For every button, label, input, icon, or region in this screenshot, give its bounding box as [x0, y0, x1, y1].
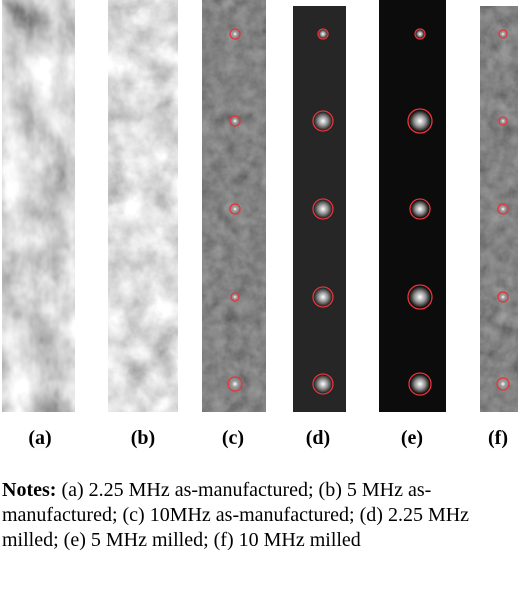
glow	[498, 204, 508, 214]
glow	[314, 375, 332, 393]
marker-ring	[312, 373, 334, 395]
marker-ring	[229, 115, 241, 127]
marker-ring	[407, 108, 433, 134]
panel-label: (b)	[131, 427, 155, 449]
glow	[230, 204, 240, 214]
glow	[314, 288, 332, 306]
panel-label: (f)	[488, 427, 508, 449]
panel-label: (e)	[401, 427, 423, 449]
marker-ring	[229, 203, 241, 215]
glow	[410, 374, 430, 394]
glow	[415, 29, 425, 39]
marker-ring	[407, 284, 433, 310]
marker-ring	[414, 28, 426, 40]
marker-ring	[312, 110, 334, 132]
glow	[499, 30, 507, 38]
glow	[409, 286, 431, 308]
glow	[228, 377, 242, 391]
glow	[230, 29, 240, 39]
notes-text: (a) 2.25 MHz as-manufactured; (b) 5 MHz …	[2, 479, 470, 551]
glow	[314, 112, 332, 130]
panel-label: (d)	[306, 427, 330, 449]
marker-ring	[496, 377, 510, 391]
glow	[499, 117, 507, 125]
marker-ring	[409, 198, 431, 220]
marker-ring	[497, 203, 509, 215]
panel-labels: (a) (b) (c) (d) (e) (f)	[28, 427, 508, 449]
panel-label: (a)	[28, 427, 51, 449]
marker-ring	[229, 28, 241, 40]
marker-ring	[498, 29, 508, 39]
glow	[231, 293, 239, 301]
defect-markers	[227, 28, 510, 396]
glow	[498, 292, 508, 302]
notes: Notes: (a) 2.25 MHz as-manufactured; (b)…	[2, 478, 514, 553]
marker-ring	[312, 198, 334, 220]
glow	[409, 110, 431, 132]
notes-heading: Notes:	[2, 479, 57, 501]
strip-a	[2, 0, 75, 412]
glow	[411, 200, 429, 218]
marker-ring	[230, 292, 240, 302]
marker-ring	[497, 291, 509, 303]
marker-ring	[498, 116, 508, 126]
glow	[318, 29, 328, 39]
marker-ring	[317, 28, 329, 40]
glow	[314, 200, 332, 218]
marker-ring	[312, 286, 334, 308]
glow	[230, 116, 240, 126]
glow	[497, 378, 509, 390]
panel-label: (c)	[222, 427, 244, 449]
marker-ring	[408, 372, 432, 396]
marker-ring	[227, 376, 243, 392]
strip-b	[108, 0, 178, 412]
figure: (a) (b) (c) (d) (e) (f)	[2, 0, 518, 449]
